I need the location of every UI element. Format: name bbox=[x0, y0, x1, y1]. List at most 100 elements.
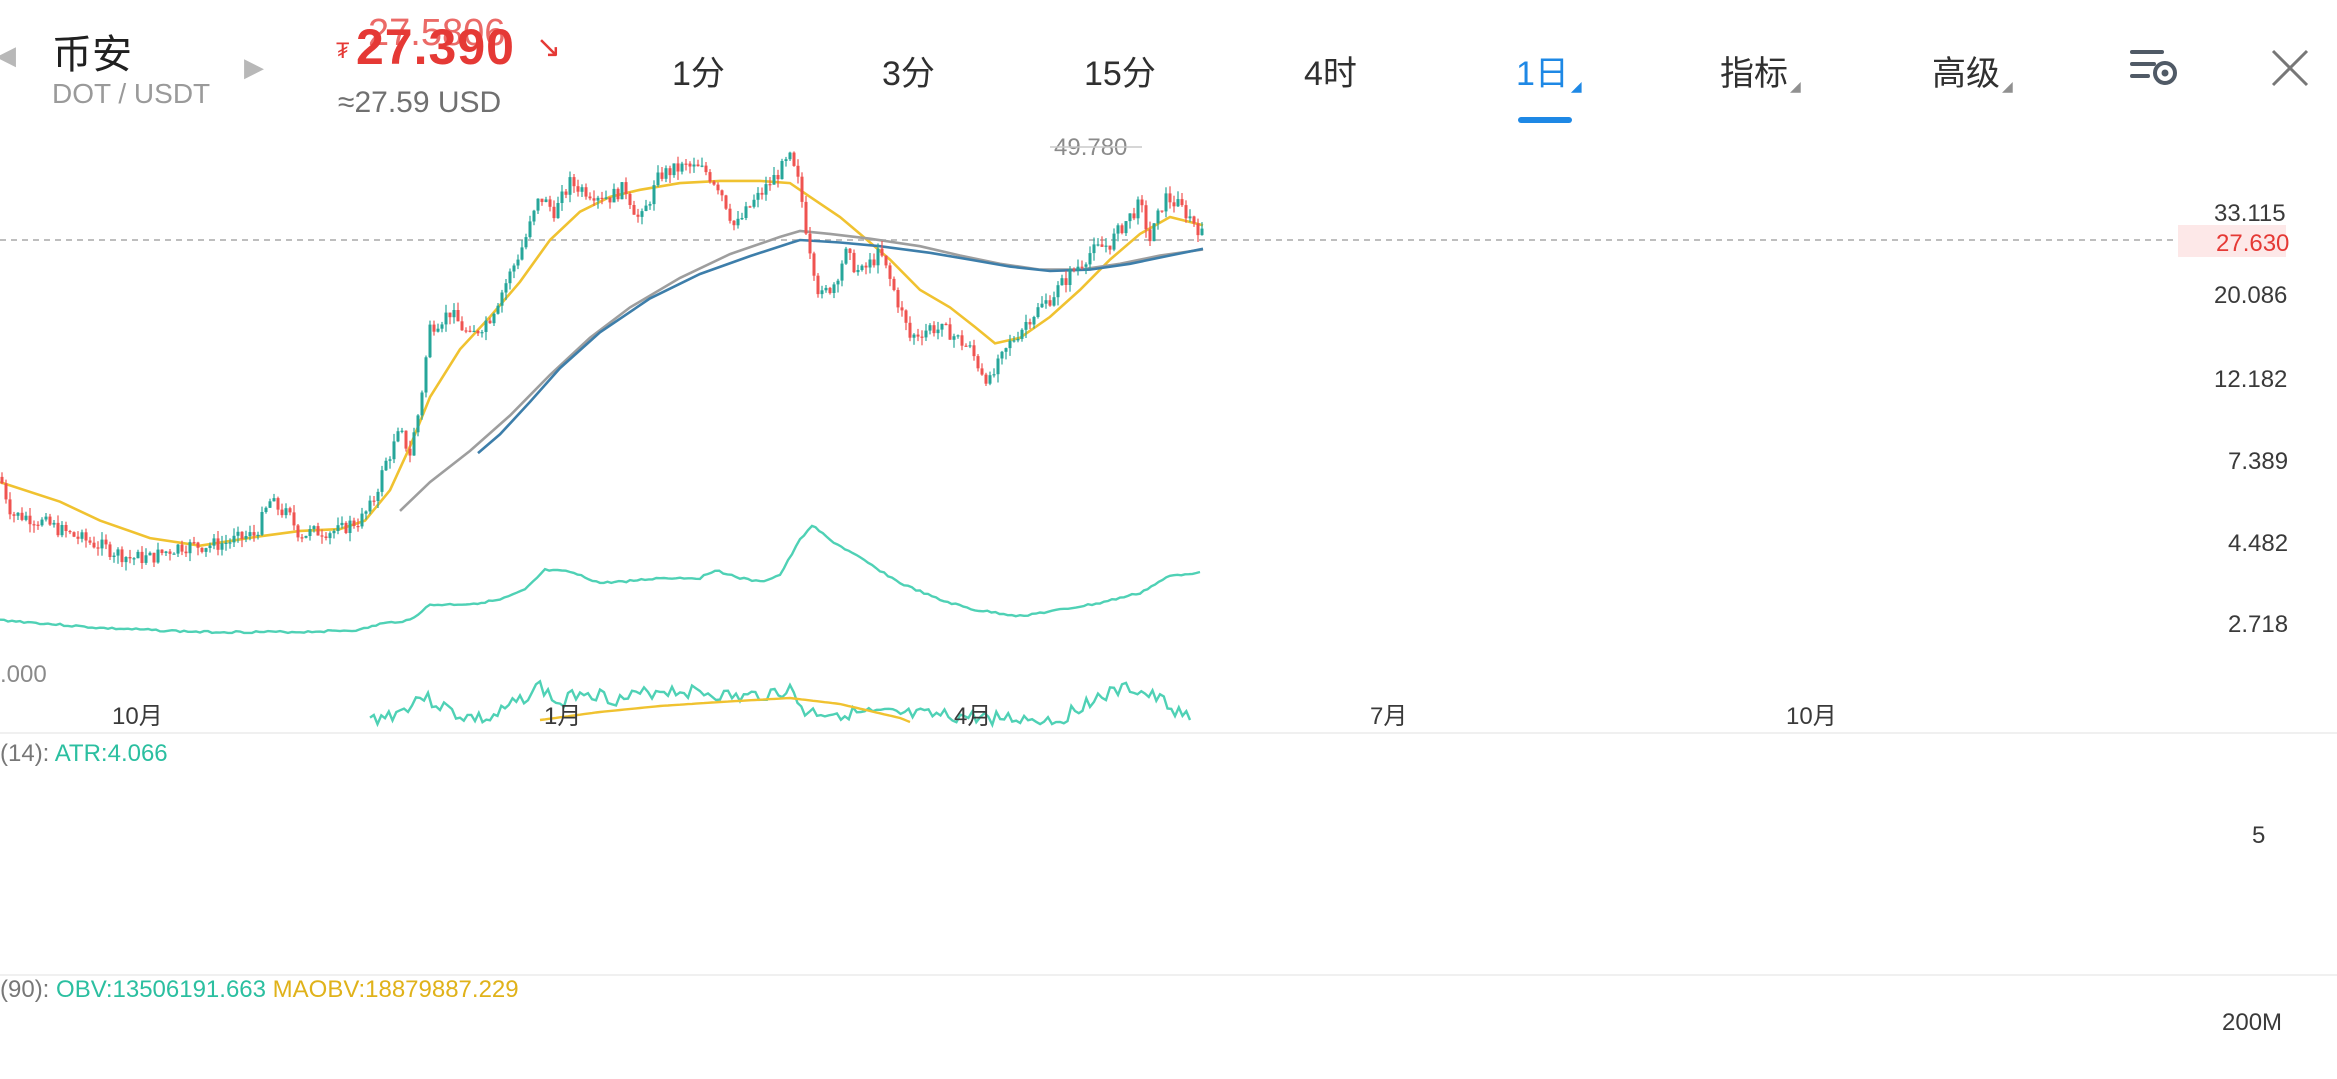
candlestick bbox=[1184, 200, 1188, 223]
candlestick bbox=[1160, 210, 1164, 213]
candlestick bbox=[552, 200, 556, 222]
candlestick bbox=[1044, 293, 1048, 309]
candlestick bbox=[540, 198, 544, 206]
candlestick bbox=[652, 180, 656, 211]
candlestick bbox=[52, 520, 56, 528]
candlestick bbox=[60, 521, 64, 538]
candlestick bbox=[412, 427, 416, 456]
candlestick bbox=[796, 159, 800, 184]
candlestick bbox=[680, 161, 684, 175]
tab-1d[interactable]: 1日 ◢ bbox=[1516, 55, 1582, 94]
candlestick bbox=[696, 159, 700, 167]
candlestick bbox=[44, 513, 48, 522]
candlestick bbox=[32, 520, 36, 533]
candlestick bbox=[616, 187, 620, 202]
candlestick bbox=[112, 552, 116, 563]
candlestick bbox=[1096, 238, 1100, 247]
chart-area[interactable]: 33.115 27.630 20.086 12.182 7.389 4.482 … bbox=[0, 130, 2337, 1079]
atr-label[interactable]: (14): ATR:4.066 bbox=[0, 740, 168, 767]
candlestick bbox=[868, 253, 872, 274]
candlestick bbox=[544, 196, 548, 203]
candlestick bbox=[908, 316, 912, 342]
candlestick bbox=[1040, 296, 1044, 308]
candlestick bbox=[96, 541, 100, 556]
candlestick bbox=[1036, 303, 1040, 319]
candlestick bbox=[732, 220, 736, 231]
candlestick bbox=[580, 184, 584, 197]
candlestick bbox=[1060, 274, 1064, 286]
time-tick: 7月 bbox=[1370, 703, 1407, 730]
candlestick bbox=[896, 287, 900, 313]
price-chart[interactable]: 33.115 27.630 20.086 12.182 7.389 4.482 … bbox=[0, 130, 2337, 1079]
last-price: 27.390 bbox=[356, 19, 515, 75]
candlestick bbox=[232, 528, 236, 547]
candlestick bbox=[484, 316, 488, 341]
candlestick bbox=[1144, 200, 1148, 238]
tab-indicators[interactable]: 指标 ◢ bbox=[1720, 55, 1801, 94]
candlestick bbox=[1132, 207, 1136, 221]
prev-pair-icon[interactable]: ◀ bbox=[0, 40, 16, 70]
candlestick bbox=[200, 547, 204, 554]
candlestick bbox=[292, 505, 296, 531]
candlestick bbox=[1068, 266, 1072, 292]
active-tab-indicator bbox=[1518, 117, 1572, 123]
candlestick bbox=[1016, 331, 1020, 343]
candlestick bbox=[924, 323, 928, 341]
candlestick bbox=[1168, 186, 1172, 209]
tab-3m[interactable]: 3分 bbox=[882, 55, 935, 93]
obv-label[interactable]: (90): OBV:13506191.663 MAOBV:18879887.22… bbox=[0, 976, 519, 1003]
candlestick bbox=[28, 508, 32, 533]
candlestick bbox=[272, 493, 276, 502]
tab-advanced[interactable]: 高级 ◢ bbox=[1932, 55, 2013, 94]
candlestick bbox=[700, 157, 704, 168]
candlestick bbox=[1140, 195, 1144, 213]
candlestick bbox=[764, 176, 768, 201]
low-price-label: .000 bbox=[0, 661, 47, 688]
candlestick bbox=[448, 312, 452, 325]
candlestick bbox=[228, 538, 232, 549]
candlestick bbox=[156, 542, 160, 564]
candlestick bbox=[220, 535, 224, 556]
candlestick bbox=[748, 205, 752, 208]
candlestick bbox=[1092, 237, 1096, 261]
candlestick bbox=[296, 524, 300, 542]
candlestick bbox=[452, 303, 456, 324]
candlestick bbox=[1088, 246, 1092, 270]
candlesticks bbox=[0, 151, 1204, 571]
candlestick bbox=[596, 195, 600, 209]
candlestick bbox=[376, 488, 380, 508]
candlestick bbox=[768, 177, 772, 191]
tab-15m[interactable]: 15分 bbox=[1084, 55, 1156, 93]
next-pair-icon[interactable]: ▶ bbox=[244, 52, 264, 82]
candlestick bbox=[464, 327, 468, 334]
candlestick bbox=[884, 255, 888, 269]
obv-line bbox=[369, 679, 1192, 729]
candlestick bbox=[0, 472, 4, 485]
time-tick: 1月 bbox=[544, 703, 581, 730]
candlestick bbox=[564, 189, 568, 199]
candlestick bbox=[48, 513, 52, 526]
close-icon[interactable] bbox=[2270, 48, 2310, 93]
candlestick bbox=[1188, 209, 1192, 223]
candlestick bbox=[1196, 218, 1200, 242]
candlestick bbox=[116, 547, 120, 564]
candlestick bbox=[1020, 328, 1024, 342]
candlestick bbox=[936, 321, 940, 340]
candlestick bbox=[208, 542, 212, 553]
candlestick bbox=[1148, 221, 1152, 246]
candlestick bbox=[1028, 318, 1032, 330]
candlestick bbox=[600, 191, 604, 205]
tab-4h[interactable]: 4时 bbox=[1304, 55, 1357, 93]
tab-1m[interactable]: 1分 bbox=[672, 55, 725, 93]
candlestick bbox=[848, 248, 852, 260]
candlestick bbox=[512, 263, 516, 279]
candlestick bbox=[388, 456, 392, 469]
candlestick bbox=[88, 536, 92, 545]
candlestick bbox=[704, 162, 708, 176]
chart-settings-icon[interactable] bbox=[2128, 46, 2180, 95]
candlestick bbox=[300, 534, 304, 543]
candlestick bbox=[904, 309, 908, 331]
candlestick bbox=[268, 498, 272, 508]
candlestick bbox=[640, 208, 644, 225]
candlestick bbox=[892, 276, 896, 292]
